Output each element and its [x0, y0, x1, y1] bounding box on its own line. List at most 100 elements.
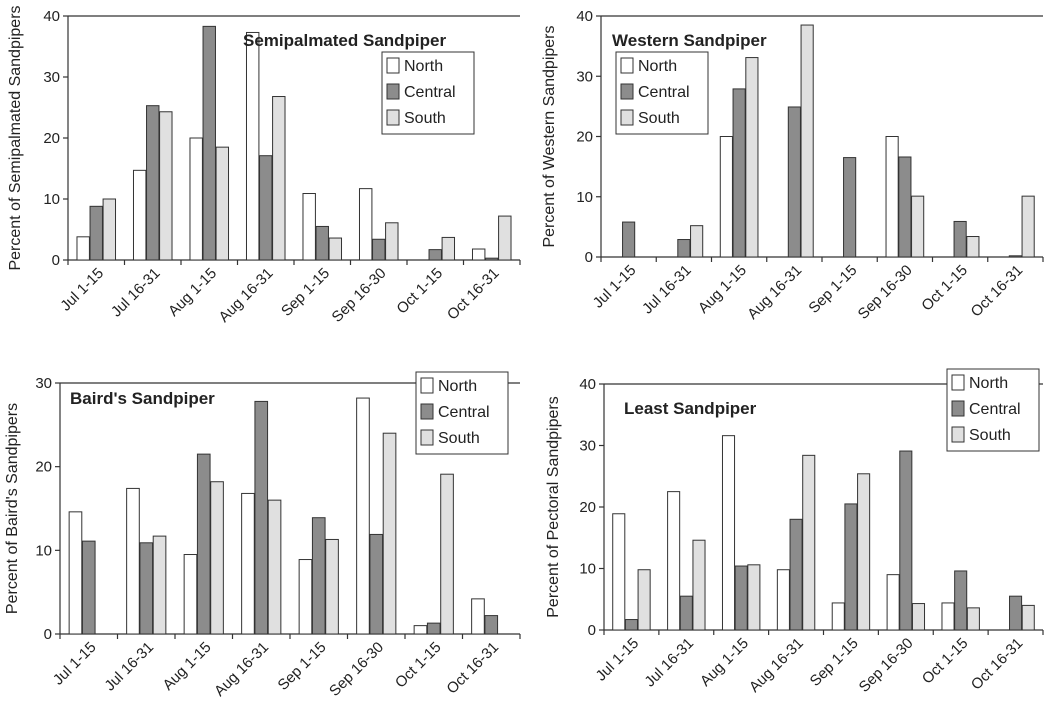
legend-swatch [386, 83, 400, 100]
legend-label: North [438, 378, 477, 395]
bar-south [966, 236, 980, 258]
y-tick-label: 10 [43, 191, 60, 208]
bar-south [267, 499, 282, 635]
bar-central [954, 570, 968, 631]
bar-central [679, 595, 693, 631]
bar-north [776, 569, 790, 631]
legend-label: North [969, 375, 1008, 392]
bar-central [899, 450, 913, 631]
legend-swatch [620, 83, 634, 100]
bar-south [1021, 604, 1035, 631]
x-tick-label: Aug 1-15 [165, 265, 220, 320]
x-tick-label: Oct 16-31 [444, 265, 503, 324]
bar-south [210, 481, 224, 635]
bar-north [245, 31, 260, 261]
bar-north [941, 602, 955, 631]
x-tick-label: Sep 16-30 [855, 262, 916, 323]
x-tick-label: Sep 16-30 [326, 639, 387, 700]
bar-central [844, 503, 858, 631]
bar-central [89, 205, 103, 261]
y-tick-label: 0 [585, 249, 593, 266]
bar-central [787, 106, 801, 258]
bar-north [241, 492, 255, 635]
legend-label: North [638, 58, 677, 75]
bar-south [382, 432, 397, 635]
bar-south [385, 222, 399, 261]
bar-central [1009, 595, 1023, 631]
legend-swatch [951, 426, 965, 443]
bar-south [328, 237, 343, 261]
legend-swatch [620, 109, 634, 126]
x-tick-label: Jul 16-31 [101, 639, 157, 695]
bar-north [132, 169, 147, 261]
bar-central [311, 517, 326, 635]
bar-south [692, 539, 706, 631]
legend-label: South [638, 110, 680, 127]
bar-south [800, 24, 814, 258]
bar-south [966, 607, 980, 631]
bar-north [413, 625, 428, 635]
x-tick-label: Jul 1-15 [50, 639, 100, 689]
x-tick-label: Oct 16-31 [443, 639, 502, 698]
bar-north [471, 248, 486, 261]
x-tick-label: Sep 16-30 [329, 265, 390, 326]
bar-central [426, 622, 441, 635]
y-tick-label: 10 [579, 561, 596, 578]
bar-central [259, 155, 273, 261]
chart-title: Least Sandpiper [624, 399, 757, 418]
x-tick-label: Jul 1-15 [590, 262, 640, 312]
bar-north [298, 559, 313, 635]
x-tick-label: Jul 16-31 [108, 265, 164, 321]
x-tick-label: Aug 16-31 [211, 639, 272, 700]
legend-swatch [386, 57, 400, 74]
bar-south [690, 225, 704, 258]
legend-label: Central [638, 84, 690, 101]
y-tick-label: 40 [579, 376, 596, 393]
x-tick-label: Aug 1-15 [697, 635, 752, 690]
bar-north [302, 193, 316, 261]
y-tick-label: 20 [43, 130, 60, 147]
bar-south [152, 535, 167, 635]
bar-central [734, 565, 748, 631]
bar-south [159, 111, 173, 261]
y-tick-label: 20 [576, 129, 593, 146]
bar-central [81, 540, 96, 635]
x-tick-label: Sep 1-15 [805, 262, 860, 317]
bar-central [196, 453, 211, 635]
y-axis-label: Percent of Pectoral Sandpipers [545, 396, 562, 617]
y-tick-label: 0 [588, 622, 596, 639]
bar-south [272, 96, 286, 261]
bar-central [677, 239, 691, 258]
bar-central [428, 249, 442, 261]
bar-central [953, 220, 967, 258]
x-tick-label: Aug 1-15 [695, 262, 750, 317]
bar-central [624, 619, 638, 631]
bar-north [667, 491, 681, 631]
legend: North Central South [615, 51, 709, 135]
chart-title: Western Sandpiper [612, 31, 767, 50]
bar-south [215, 146, 230, 261]
bar-north [886, 574, 900, 631]
bar-central [254, 400, 269, 635]
x-tick-label: Jul 1-15 [593, 635, 643, 685]
y-tick-label: 40 [43, 8, 60, 25]
x-tick-label: Aug 16-31 [744, 262, 805, 323]
bar-north [356, 397, 370, 635]
bar-south [745, 57, 759, 258]
legend: North Central South [415, 371, 509, 455]
bar-south [802, 454, 816, 631]
x-tick-label: Jul 16-31 [639, 262, 695, 318]
bar-south [911, 195, 925, 258]
x-tick-label: Sep 1-15 [278, 265, 333, 320]
y-tick-label: 20 [35, 459, 52, 476]
y-tick-label: 40 [576, 8, 593, 25]
x-tick-label: Oct 1-15 [918, 262, 971, 315]
bar-south [498, 215, 512, 261]
bar-north [68, 511, 83, 635]
x-tick-label: Aug 16-31 [216, 265, 277, 326]
y-tick-label: 20 [579, 499, 596, 516]
bar-south [440, 473, 454, 635]
bar-central [789, 518, 803, 631]
bar-north [76, 236, 90, 261]
